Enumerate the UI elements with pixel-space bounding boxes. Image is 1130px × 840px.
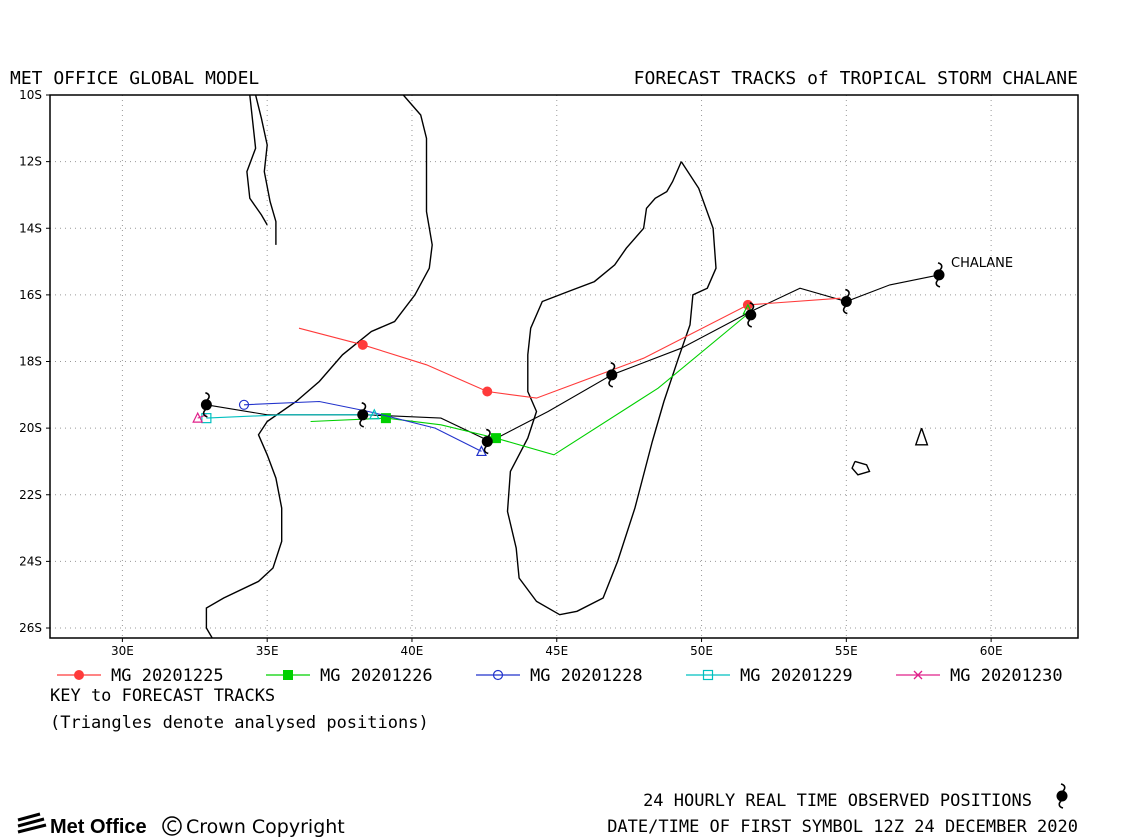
tick-label-lat: 18S — [19, 355, 42, 369]
forecast-track-4 — [201, 413, 375, 424]
observed-position-cyclone-icon — [605, 362, 619, 388]
copyright-c-icon — [167, 820, 177, 832]
coastlines — [205, 95, 929, 638]
coastline-africa — [205, 95, 433, 638]
tick-label-lat: 20S — [19, 421, 42, 435]
observed-position-cyclone-icon — [840, 288, 853, 315]
island-mauritius — [914, 427, 929, 446]
legend-entry: MG 20201228 — [476, 666, 643, 686]
forecast-track-marker — [238, 399, 250, 410]
legend: MG 20201225 MG 20201226 MG 20201228 MG 2020… — [57, 666, 1063, 686]
model-title: MET OFFICE GLOBAL MODEL — [10, 68, 259, 89]
met-office-logo: Met Office — [17, 812, 147, 838]
tick-label-lat: 16S — [19, 288, 42, 302]
forecast-track-line — [206, 414, 375, 419]
met-office-logo-mark — [17, 812, 47, 834]
legend-marker — [283, 670, 293, 680]
observed-track-line — [206, 274, 940, 443]
coastline-lake-malawi-east — [254, 95, 277, 245]
forecast-track-1 — [298, 297, 841, 399]
forecast-track-2 — [310, 311, 752, 456]
legend-entry: MG 20201229 — [686, 666, 853, 686]
legend-entry: MG 20201225 — [57, 666, 224, 686]
axis-tick-labels: 30E 35E 40E 45E 50E 55E 60E 10S 12S 14S 16S 18S 20S 2… — [19, 88, 1002, 658]
observed-symbols — [200, 262, 946, 455]
legend-entry: MG 20201230 — [896, 666, 1063, 686]
tick-label-lat: 24S — [19, 554, 42, 568]
coastline-lake-malawi-west — [246, 95, 268, 226]
observed-position-cyclone-icon — [356, 402, 370, 428]
legend-marker — [74, 670, 84, 680]
storm-name-label: CHALANE — [951, 256, 1013, 271]
forecast-track-marker — [380, 413, 391, 424]
observed-symbol-key-icon — [1055, 783, 1069, 809]
key-title: KEY to FORECAST TRACKS — [50, 686, 275, 706]
legend-label: MG 20201226 — [320, 666, 433, 686]
map-frame — [49, 94, 1079, 639]
tick-label-lon: 60E — [980, 644, 1003, 658]
island-reunion — [851, 460, 871, 476]
legend-entry: MG 20201226 — [266, 666, 433, 686]
tick-label-lat: 26S — [19, 621, 42, 635]
legend-label: MG 20201230 — [950, 666, 1063, 686]
tick-label-lat: 22S — [19, 488, 42, 502]
analysed-position-triangle — [368, 408, 380, 420]
forecast-track-3 — [238, 399, 482, 452]
observed-positions-note: 24 HOURLY REAL TIME OBSERVED POSITIONS — [643, 791, 1032, 811]
forecast-track-marker — [490, 433, 501, 444]
tick-label-lon: 40E — [401, 644, 424, 658]
copyright-text: Crown Copyright — [186, 816, 345, 838]
forecast-track-marker — [357, 339, 368, 350]
first-symbol-datetime: DATE/TIME OF FIRST SYMBOL 12Z 24 DECEMBE… — [607, 817, 1078, 837]
forecast-track-line — [243, 400, 482, 452]
legend-label: MG 20201225 — [111, 666, 224, 686]
met-office-logo-text: Met Office — [50, 816, 147, 838]
legend-label: MG 20201228 — [530, 666, 643, 686]
forecast-track-line — [298, 297, 841, 399]
analysed-position-triangle — [475, 445, 487, 457]
copyright-symbol-icon — [162, 816, 182, 836]
analysed-position-triangle — [192, 411, 204, 423]
tick-label-lon: 55E — [835, 644, 858, 658]
observed-position-cyclone-icon — [932, 262, 946, 288]
tick-label-lon: 50E — [690, 644, 713, 658]
chart-title: FORECAST TRACKS of TROPICAL STORM CHALAN… — [634, 68, 1078, 89]
tick-label-lon: 35E — [256, 644, 279, 658]
legend-marker — [913, 670, 923, 680]
copyright-notice: Crown Copyright — [162, 816, 345, 838]
tick-label-lon: 45E — [545, 644, 568, 658]
key-note: (Triangles denote analysed positions) — [50, 713, 429, 733]
grid-lines — [46, 94, 1078, 642]
tick-label-lat: 14S — [19, 221, 42, 235]
tick-label-lon: 30E — [111, 644, 134, 658]
tick-label-lat: 10S — [19, 88, 42, 102]
forecast-track-marker — [482, 386, 493, 397]
legend-marker — [492, 669, 504, 681]
legend-label: MG 20201229 — [740, 666, 853, 686]
legend-marker — [702, 669, 714, 681]
forecast-track-marker — [201, 413, 212, 424]
tick-label-lat: 12S — [19, 155, 42, 169]
coastline-madagascar — [506, 161, 717, 616]
